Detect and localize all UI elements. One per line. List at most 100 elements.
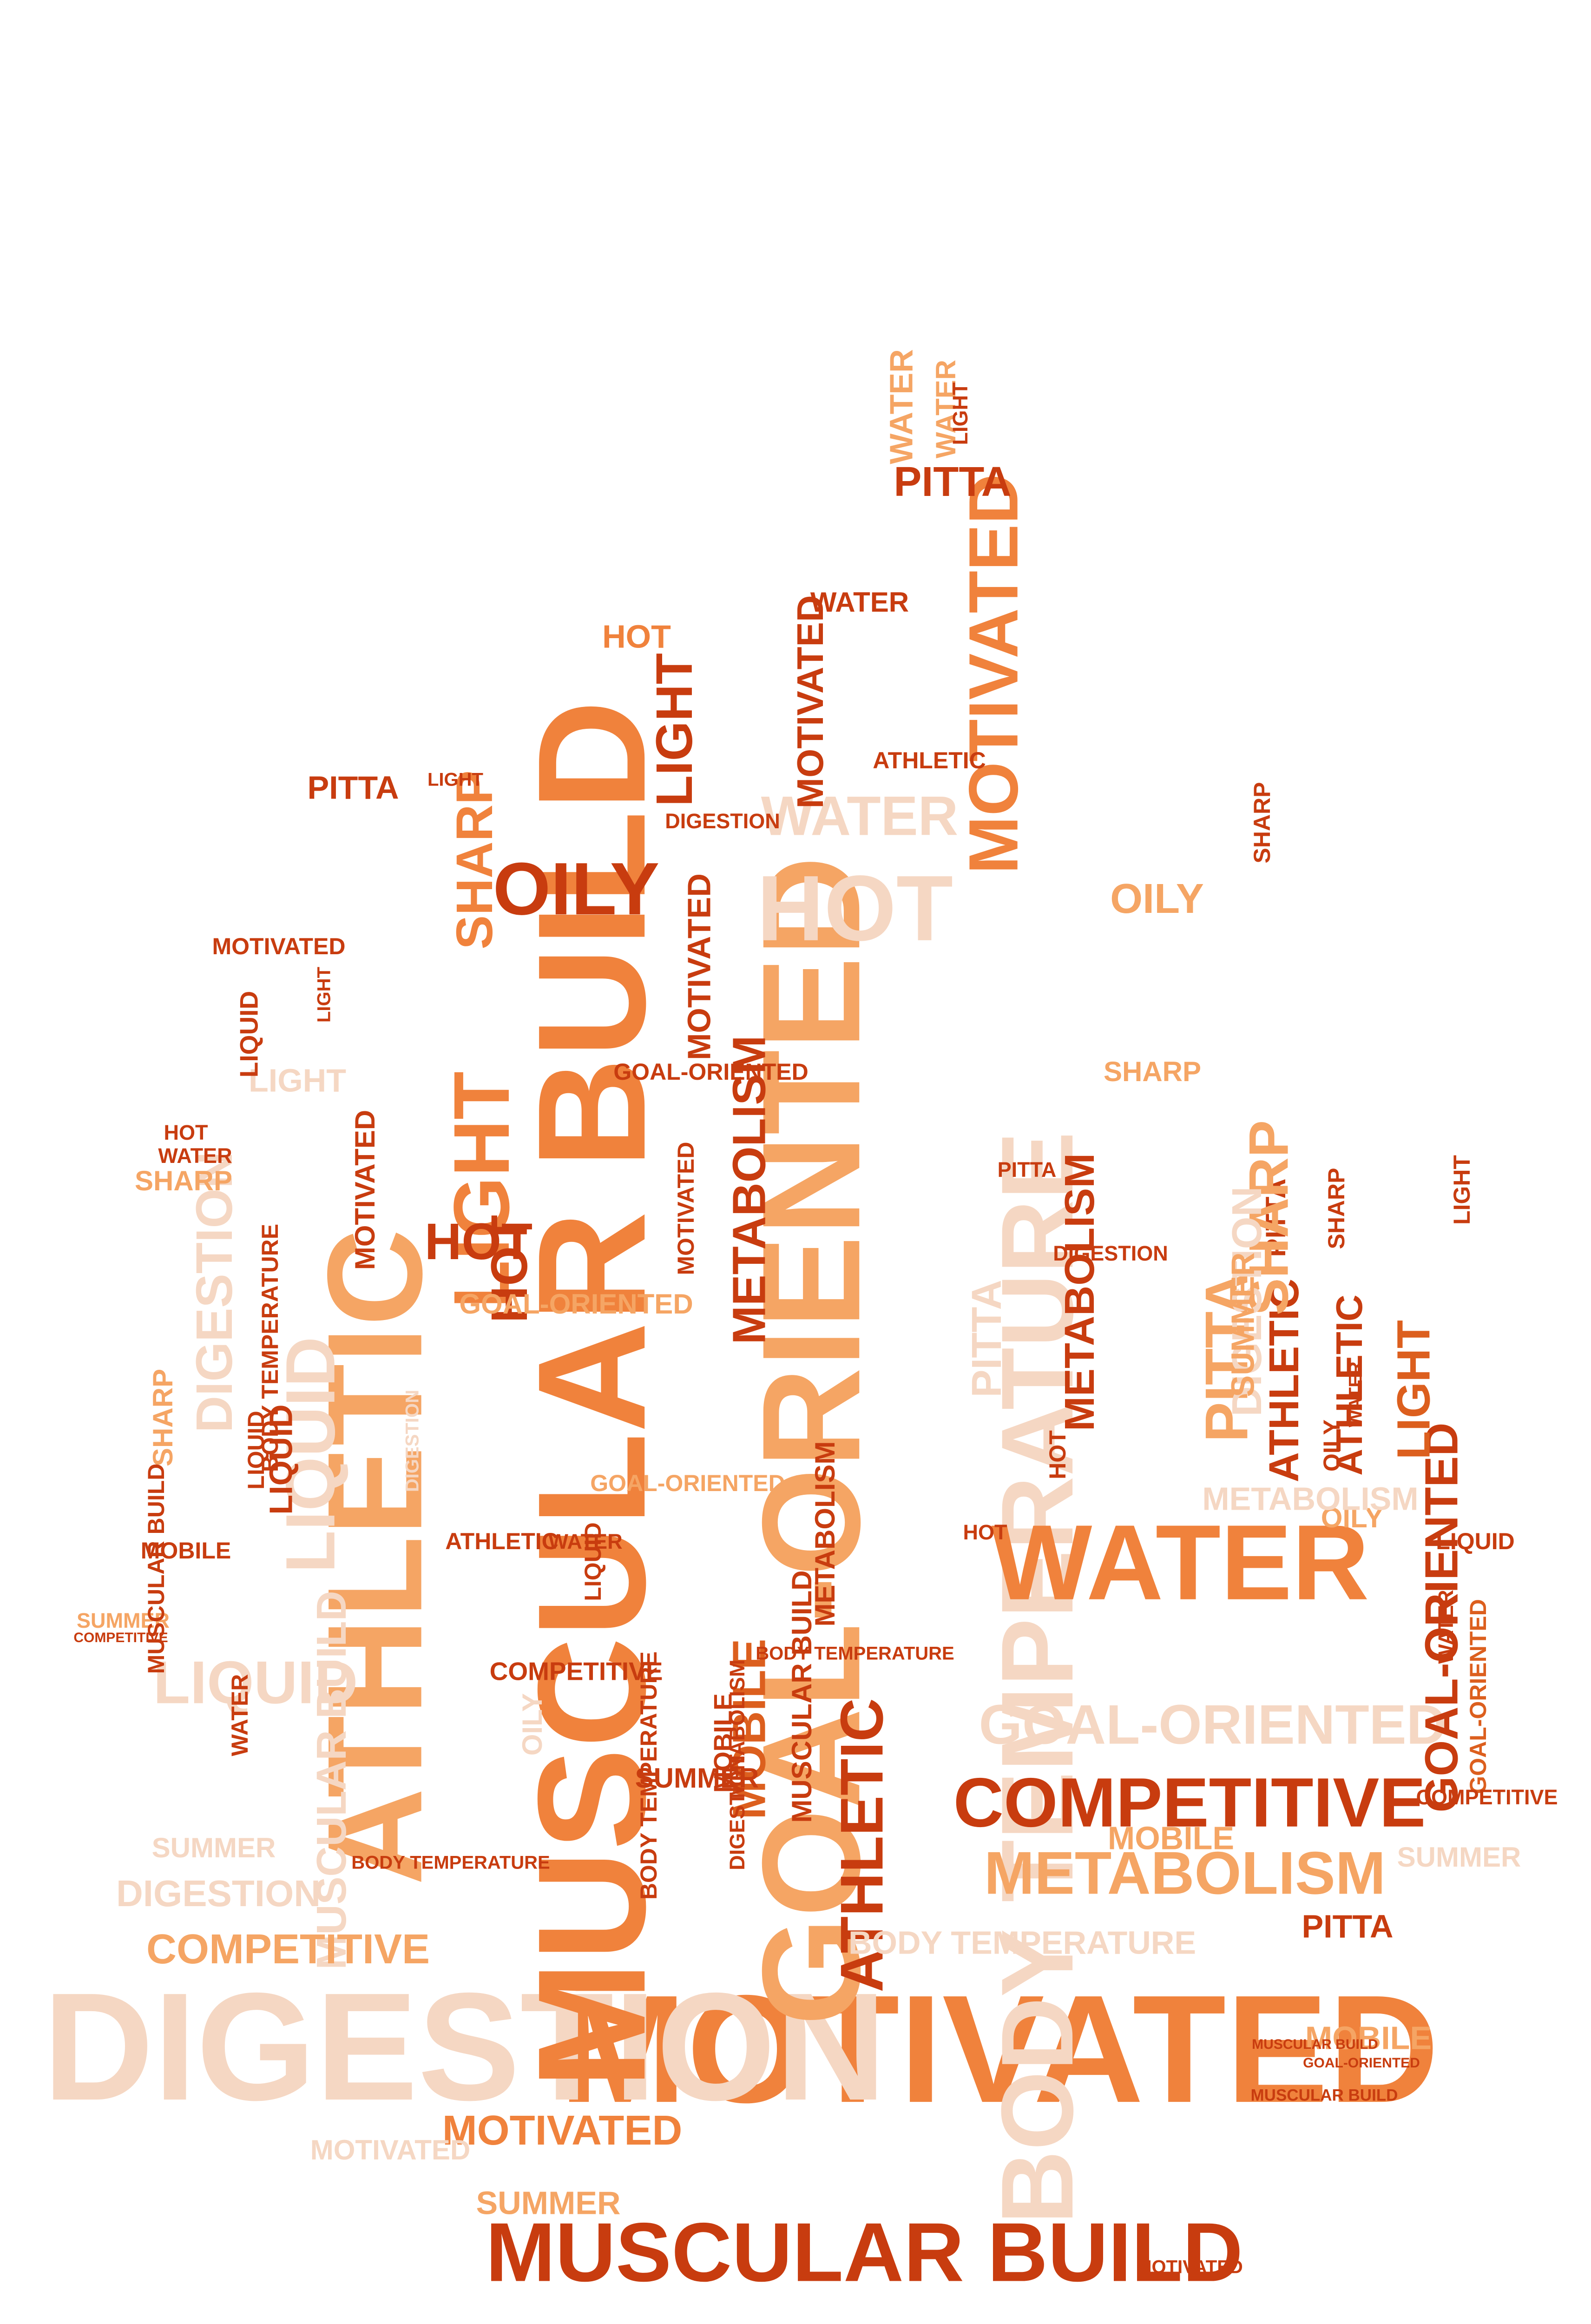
cloud-word: BODY TEMPERATURE — [636, 1651, 662, 1900]
cloud-word: GOAL-ORIENTED — [1303, 2055, 1420, 2071]
cloud-word: BODY TEMPERATURE — [980, 1132, 1094, 2225]
cloud-word: SHARP — [1238, 1120, 1300, 1315]
cloud-word: LIGHT — [1449, 1155, 1475, 1225]
cloud-word: PITTA — [964, 1280, 1010, 1397]
cloud-word: SHARP — [135, 1165, 232, 1196]
cloud-word: HOT — [602, 618, 671, 654]
cloud-word: COMPETITIVE — [146, 1926, 430, 1973]
cloud-word: DIGESTION — [1053, 1241, 1168, 1265]
cloud-word: LIQUID — [263, 1404, 299, 1514]
cloud-word: MUSCULAR BUILD — [786, 1570, 817, 1822]
cloud-word: MOBILE — [723, 1639, 775, 1820]
cloud-word: MOTIVATED — [1136, 2257, 1243, 2278]
cloud-word: BODY TEMPERATURE — [848, 1924, 1196, 1961]
cloud-word: MOTIVATED — [673, 1142, 699, 1275]
cloud-word: LIQUID — [271, 1337, 349, 1573]
cloud-word: HOT — [963, 1520, 1007, 1544]
cloud-word: COMPETITIVE — [490, 1657, 663, 1686]
cloud-word: BODY TEMPERATURE — [257, 1224, 283, 1472]
cloud-word: SHARP — [446, 770, 503, 949]
cloud-word: BODY TEMPERATURE — [756, 1644, 954, 1664]
cloud-word: GOAL-ORIENTED — [590, 1470, 785, 1496]
cloud-word: MOTIVATED — [442, 2107, 683, 2154]
cloud-word: HOT — [425, 1213, 533, 1270]
cloud-word: OILY — [493, 847, 660, 930]
cloud-word: WATER — [1346, 1361, 1366, 1427]
cloud-word: DIGESTION — [116, 1873, 321, 1914]
cloud-word: PITTA — [307, 769, 399, 805]
cloud-word: SUMMER — [1224, 1252, 1261, 1397]
cloud-word: SHARP — [1104, 1056, 1201, 1087]
cloud-word: MOBILE — [709, 1693, 737, 1793]
cloud-word: SUMMER — [1397, 1842, 1521, 1873]
cloud-word: LIQUID — [153, 1648, 358, 1716]
cloud-word: LIGHT — [646, 653, 703, 806]
cloud-word: GOAL-ORIENTED — [979, 1694, 1447, 1756]
cloud-word: MUSCULAR BUILD — [506, 700, 677, 2089]
cloud-word: ATHLETIC — [300, 1229, 450, 1885]
cloud-word: MOTIVATED — [349, 1110, 381, 1270]
cloud-word: METABOLISM — [809, 1441, 841, 1627]
cloud-word: LIGHT — [948, 383, 972, 445]
cloud-word: MUSCULAR BUILD — [309, 1591, 355, 1970]
cloud-word: WATER — [883, 349, 919, 464]
cloud-word: OILY — [1319, 1419, 1345, 1472]
cloud-word: COMPETITIVE — [73, 1630, 168, 1645]
cloud-word: LIGHT — [249, 1062, 346, 1098]
cloud-word: ATHLETIC — [1261, 1279, 1308, 1482]
cloud-word: LIQUID — [580, 1522, 606, 1601]
cloud-word: WATER — [548, 1530, 622, 1553]
cloud-word: PITTA — [1260, 1179, 1291, 1257]
cloud-word: METABOLISM — [1202, 1480, 1418, 1517]
cloud-word: SHARP — [147, 1369, 178, 1466]
cloud-word: METABOLISM — [725, 1659, 749, 1798]
cloud-word: LIGHT — [314, 967, 335, 1023]
cloud-word: WATER — [810, 587, 909, 618]
cloud-word: PITTA — [1192, 1272, 1260, 1442]
cloud-word: MOBILE — [1305, 2020, 1432, 2056]
cloud-word: DIGESTION — [43, 1961, 886, 2132]
cloud-word: COMPETITIVE — [1416, 1785, 1558, 1809]
cloud-word: LIQUID — [1436, 1528, 1514, 1554]
cloud-word: OILY — [1110, 876, 1204, 922]
cloud-word: MOTIVATED — [212, 933, 345, 959]
cloud-word: MUSCULAR BUILD — [486, 2206, 1243, 2299]
cloud-word: WATER — [930, 360, 961, 458]
cloud-word: PITTA — [1302, 1908, 1393, 1944]
cloud-word: MOTIVATED — [559, 1963, 1439, 2134]
cloud-word: MOTIVATED — [310, 2134, 470, 2166]
cloud-word: LIGHT — [427, 770, 483, 790]
cloud-word: GOAL-ORIENTED — [1465, 1599, 1491, 1794]
cloud-word: DIGESTION — [665, 809, 780, 833]
cloud-word: HOT — [1045, 1430, 1071, 1479]
cloud-word: GOAL-ORIENTED — [459, 1288, 693, 1320]
cloud-word: PITTA — [894, 459, 1011, 505]
cloud-word: MOBILE — [1108, 1820, 1234, 1856]
cloud-word: ATHLETIC — [445, 1528, 558, 1554]
cloud-word: METABOLISM — [1057, 1153, 1103, 1431]
cloud-word: MOTIVATED — [954, 474, 1032, 874]
cloud-word: GOAL-ORIENTED — [733, 856, 889, 2026]
cloud-word: MUSCULAR BUILD — [1252, 2037, 1378, 2052]
cloud-word: DIGESTION — [402, 1390, 423, 1492]
cloud-word: WATER — [158, 1144, 232, 1168]
cloud-word: DIGESTION — [186, 1151, 243, 1433]
cloud-word: METABOLISM — [723, 1036, 775, 1345]
cloud-word: OILY — [517, 1693, 548, 1756]
cloud-word: LIQUID — [243, 1411, 269, 1489]
cloud-word: WATER — [1434, 1590, 1458, 1664]
cloud-word: WATER — [991, 1503, 1369, 1622]
cloud-word: LIQUID — [235, 991, 263, 1077]
cloud-word: LIGHT — [1387, 1320, 1440, 1459]
cloud-word: HOT — [757, 857, 953, 960]
cloud-word: MOBILE — [141, 1538, 231, 1564]
cloud-word: MOTIVATED — [681, 873, 717, 1060]
cloud-word: GOAL-ORIENTED — [613, 1059, 808, 1085]
cloud-word: SUMMER — [476, 2185, 620, 2221]
cloud-word: DIGESTION — [1224, 1186, 1270, 1416]
cloud-word: WATER — [227, 1674, 253, 1756]
cloud-word: ATHLETIC — [873, 747, 986, 773]
cloud-word: SHARP — [1323, 1168, 1349, 1249]
